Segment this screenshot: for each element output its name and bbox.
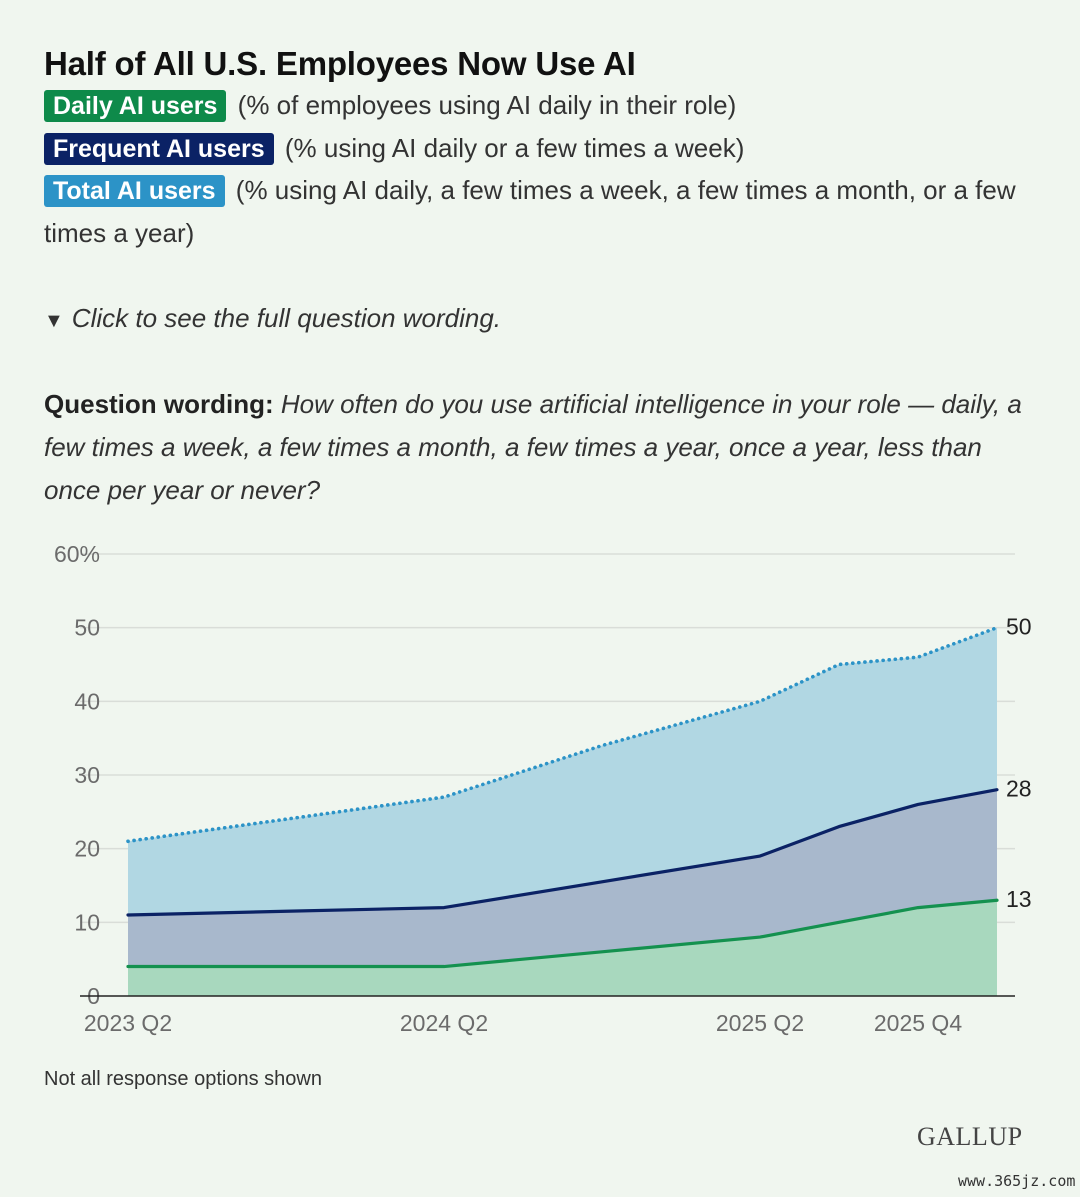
line-frequent xyxy=(126,788,999,917)
toggle-text: Click to see the full question wording. xyxy=(71,303,502,334)
x-tick-label: 2025 Q4 xyxy=(874,1010,962,1036)
line-daily xyxy=(126,898,999,969)
triangle-down-icon: ▼ xyxy=(44,310,64,333)
legend-desc-daily: (% of employees using AI daily in their … xyxy=(237,90,737,120)
footnote: Not all response options shown xyxy=(44,1068,322,1090)
y-tick-label: 40 xyxy=(74,688,100,714)
y-tick-label: 30 xyxy=(74,762,100,788)
question-label: Question wording: xyxy=(44,389,274,420)
legend-tag-total: Total AI users xyxy=(44,175,225,208)
legend-desc-total: (% using AI daily, a few times a week, a… xyxy=(44,175,1016,248)
end-value-label: 50 xyxy=(1006,614,1032,640)
x-axis: 2023 Q2 2024 Q2 2025 Q2 2025 Q4 xyxy=(80,995,1015,1036)
x-tick-label: 2024 Q2 xyxy=(400,1010,488,1036)
area-daily xyxy=(128,900,997,996)
x-tick-label: 2025 Q2 xyxy=(716,1010,804,1036)
y-tick-label: 60% xyxy=(54,541,100,567)
legend: Daily AI users (% of employees using AI … xyxy=(44,84,1044,254)
line-total xyxy=(126,625,999,844)
question-text: How often do you use artificial intellig… xyxy=(44,389,1022,505)
end-value-label: 13 xyxy=(1006,886,1032,912)
question-wording: Question wording: How often do you use a… xyxy=(44,383,1044,511)
y-tick-label: 50 xyxy=(74,615,100,641)
page-title: Half of All U.S. Employees Now Use AI xyxy=(44,45,636,82)
watermark: www.365jz.com xyxy=(958,1172,1076,1190)
gallup-logo: GALLUP xyxy=(917,1122,1023,1151)
legend-item-total: Total AI users (% using AI daily, a few … xyxy=(44,169,1044,254)
chart-areas xyxy=(128,627,997,996)
legend-item-frequent: Frequent AI users (% using AI daily or a… xyxy=(44,127,1044,170)
end-value-label: 28 xyxy=(1006,776,1032,802)
legend-tag-daily: Daily AI users xyxy=(44,90,227,122)
legend-item-daily: Daily AI users (% of employees using AI … xyxy=(44,84,1044,127)
question-toggle[interactable]: ▼ Click to see the full question wording. xyxy=(44,298,1044,341)
x-tick-label: 2023 Q2 xyxy=(84,1010,172,1036)
chart-header: Half of All U.S. Employees Now Use AI Da… xyxy=(44,44,1044,511)
legend-desc-frequent: (% using AI daily or a few times a week) xyxy=(284,132,745,163)
y-tick-label: 20 xyxy=(74,836,100,862)
chart-lines xyxy=(126,625,999,969)
legend-tag-frequent: Frequent AI users xyxy=(44,132,274,165)
end-labels: 50 28 13 xyxy=(1006,614,1032,913)
y-tick-label: 10 xyxy=(74,909,100,935)
